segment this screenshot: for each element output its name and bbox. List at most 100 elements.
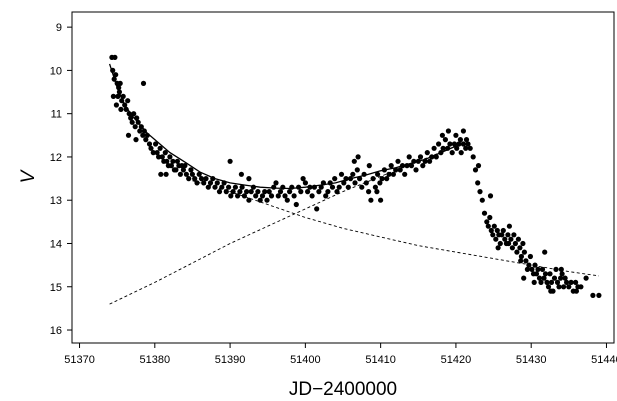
data-point: [323, 193, 329, 199]
data-point: [207, 180, 214, 186]
data-point: [433, 154, 439, 160]
data-point: [532, 262, 538, 268]
data-point: [237, 189, 243, 195]
data-point: [413, 167, 419, 173]
data-point: [180, 167, 186, 173]
data-point: [439, 132, 445, 138]
data-point: [544, 279, 550, 285]
data-point: [393, 167, 399, 173]
data-point: [336, 184, 342, 190]
data-point: [157, 145, 163, 151]
data-point: [125, 132, 132, 138]
data-point: [201, 180, 207, 186]
data-point: [487, 214, 493, 221]
data-point: [150, 150, 156, 156]
data-point: [484, 219, 490, 225]
x-tick-label: 51380: [140, 354, 171, 366]
data-point: [561, 284, 567, 290]
data-point: [542, 249, 548, 255]
data-point: [457, 137, 463, 143]
x-tick-label: 51430: [516, 354, 547, 366]
data-point: [499, 232, 505, 238]
data-point: [329, 184, 336, 190]
data-point: [402, 171, 408, 177]
data-point: [436, 141, 442, 147]
data-point: [277, 189, 284, 195]
data-point: [506, 240, 512, 247]
data-point: [558, 275, 564, 281]
data-point: [345, 184, 351, 190]
data-point: [159, 154, 165, 160]
data-point: [141, 128, 147, 134]
data-point: [119, 98, 125, 104]
data-point: [198, 176, 205, 182]
total-fit-line: [108, 63, 464, 190]
data-point: [559, 271, 565, 277]
data-point: [271, 184, 277, 190]
data-point: [553, 266, 559, 272]
data-point: [488, 227, 494, 234]
data-point: [123, 106, 129, 112]
data-point: [357, 176, 363, 182]
data-point: [309, 193, 315, 199]
data-point: [422, 158, 428, 164]
data-point: [388, 163, 394, 169]
data-point: [545, 284, 552, 290]
data-point: [338, 171, 345, 177]
data-point: [523, 258, 529, 264]
x-tick-label: 51420: [441, 354, 472, 366]
data-point: [334, 189, 340, 195]
x-tick-label: 51440: [591, 354, 617, 366]
x-tick-label: 51400: [290, 354, 321, 366]
data-point: [112, 54, 118, 61]
data-point: [266, 189, 272, 195]
data-point: [535, 266, 541, 272]
data-point: [347, 176, 354, 182]
data-point: [463, 145, 469, 151]
data-point: [415, 158, 421, 164]
data-point: [460, 128, 466, 134]
data-point: [370, 176, 376, 182]
data-point: [226, 184, 232, 190]
rise-component-line: [109, 145, 457, 305]
data-point: [408, 163, 415, 169]
data-point: [445, 145, 451, 151]
data-point: [445, 128, 451, 134]
data-point: [355, 154, 361, 160]
data-point: [520, 240, 526, 247]
data-point: [196, 171, 202, 177]
data-point: [512, 240, 519, 247]
data-point: [497, 240, 503, 247]
data-point: [449, 150, 455, 156]
data-point: [493, 236, 499, 242]
data-point: [120, 93, 126, 99]
data-point: [531, 279, 537, 285]
data-point: [438, 150, 444, 156]
data-point: [381, 167, 387, 173]
data-point: [431, 145, 437, 151]
data-point: [232, 184, 238, 190]
data-point: [156, 154, 162, 160]
data-point: [551, 275, 558, 281]
y-tick-label: 12: [50, 152, 62, 164]
data-point: [596, 292, 602, 298]
data-point: [390, 171, 396, 177]
data-point: [447, 141, 453, 147]
data-point: [113, 72, 119, 78]
data-point: [259, 193, 266, 199]
data-point: [487, 193, 494, 199]
data-point: [284, 197, 290, 203]
data-point: [188, 167, 194, 173]
data-point: [129, 119, 135, 125]
data-point: [384, 176, 390, 182]
data-point: [583, 275, 589, 281]
data-point: [494, 227, 500, 234]
data-point: [578, 284, 584, 290]
data-point: [562, 275, 568, 281]
data-point: [257, 197, 263, 203]
data-point: [590, 292, 596, 298]
data-point: [491, 223, 497, 229]
data-point: [548, 279, 555, 285]
data-point: [378, 197, 384, 203]
